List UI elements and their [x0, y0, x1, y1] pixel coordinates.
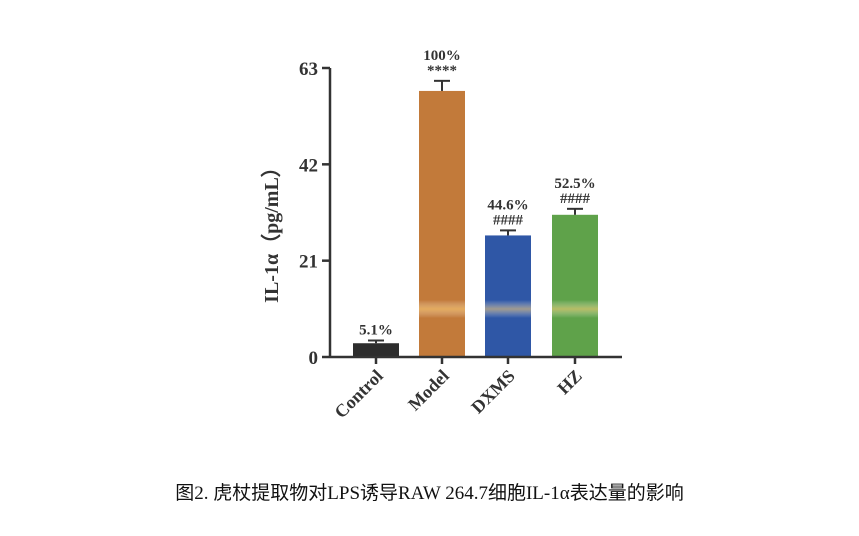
percent-label: 100% [423, 48, 461, 64]
y-axis-label: IL-1α（pg/mL） [260, 157, 283, 303]
y-axis: 0 21 42 63 [299, 59, 332, 369]
bar [485, 235, 531, 357]
y-tick-label: 42 [299, 155, 318, 176]
x-tick-label: Control [330, 366, 386, 422]
percent-label: 52.5% [554, 176, 595, 192]
x-axis: Control Model DXMS HZ [330, 355, 622, 422]
bar-highlight [419, 300, 465, 318]
percent-label: 44.6% [487, 197, 528, 213]
x-tick-label: HZ [553, 366, 586, 399]
y-tick-label: 0 [309, 348, 319, 369]
y-tick-label: 63 [299, 59, 318, 80]
bar-highlight [552, 300, 598, 318]
bar [552, 214, 598, 357]
y-tick-label: 21 [299, 252, 318, 273]
significance-label: #### [493, 212, 524, 228]
figure-caption: 图2. 虎杖提取物对LPS诱导RAW 264.7细胞IL-1α表达量的影响 [175, 483, 684, 504]
significance-label: #### [560, 191, 591, 207]
significance-label: **** [427, 63, 457, 79]
bar [353, 343, 399, 357]
bars: 5.1%****100%####44.6% ####52.5% [353, 48, 598, 357]
bar-highlight [485, 300, 531, 318]
percent-label: 5.1% [359, 322, 393, 338]
x-tick-label: Model [404, 366, 453, 415]
x-tick-label: DXMS [467, 366, 519, 418]
